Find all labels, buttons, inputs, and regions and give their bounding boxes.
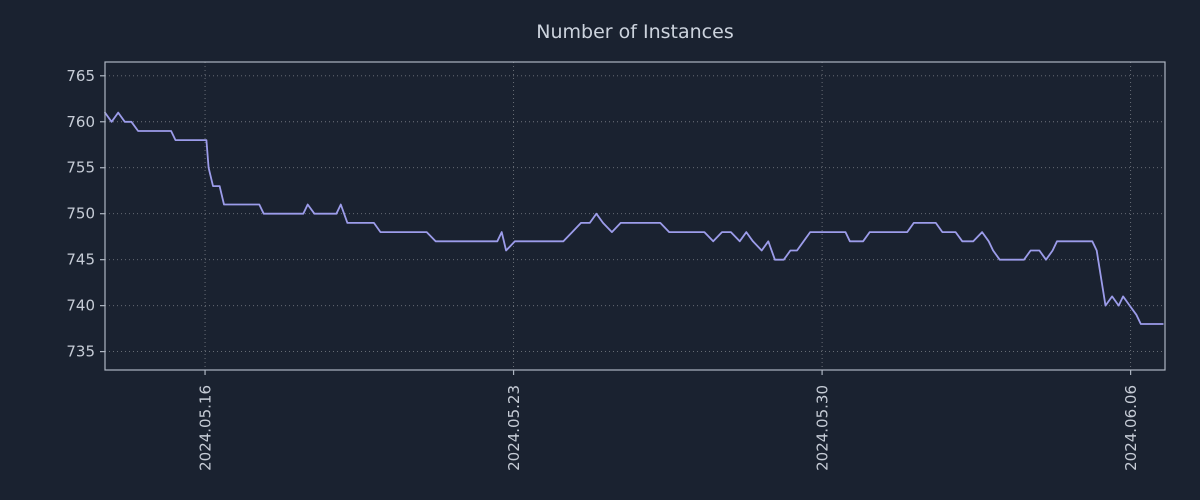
x-tick-label: 2024.05.16 [197,385,215,471]
grid-layer [105,62,1165,370]
x-tick-label: 2024.05.23 [505,385,523,471]
y-tick-label: 765 [66,67,95,85]
y-tick-label: 735 [66,343,95,361]
y-tick-label: 740 [66,297,95,315]
tick-labels: 735 740 745 750 755 760 765 2024.05.16 2024.05.2… [66,67,1140,471]
x-tick-label: 2024.06.06 [1122,385,1140,471]
y-tick-label: 750 [66,205,95,223]
y-tick-label: 760 [66,113,95,131]
chart-title: Number of Instances [536,21,733,43]
series-line-instances [104,111,1164,325]
axis-frame [104,61,1166,371]
series-layer [104,111,1164,325]
x-tick-label: 2024.05.30 [814,385,832,471]
y-tick-label: 755 [66,159,95,177]
y-tick-label: 745 [66,251,95,269]
